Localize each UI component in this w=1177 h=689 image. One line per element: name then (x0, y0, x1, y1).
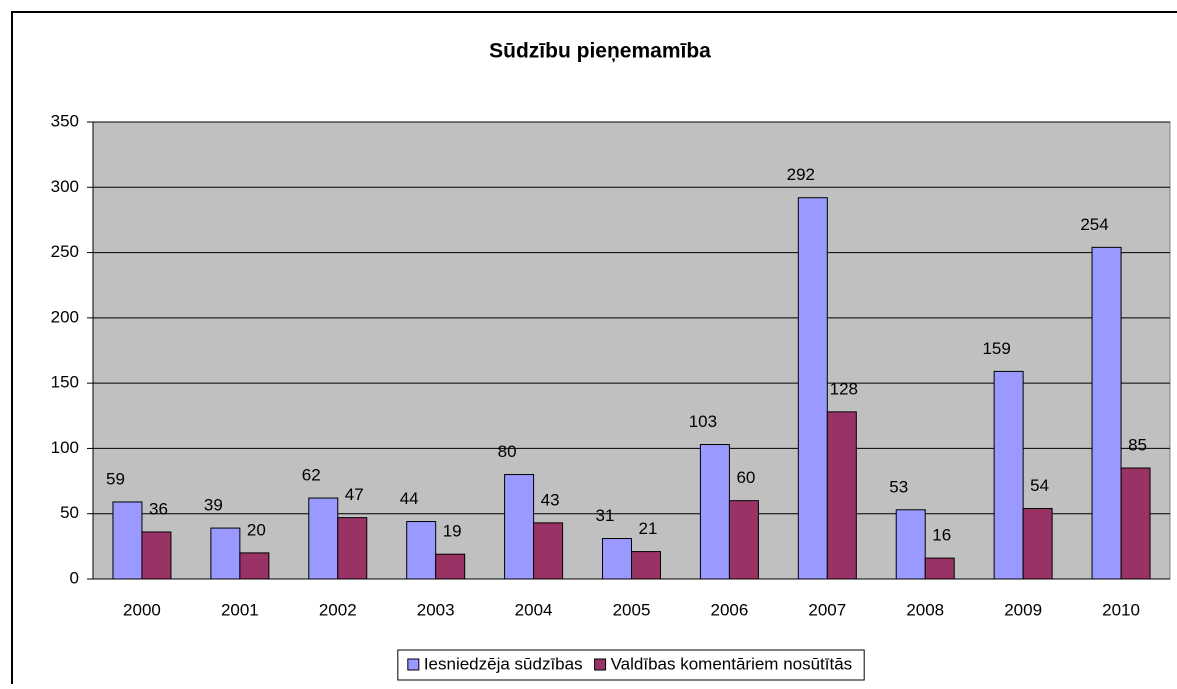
bar (435, 553, 466, 580)
data-label: 292 (787, 165, 815, 184)
data-label: 43 (541, 490, 560, 509)
bar (406, 521, 437, 580)
bar (826, 411, 857, 580)
data-label: 60 (736, 468, 755, 487)
legend-swatch (594, 658, 607, 671)
data-label: 16 (932, 526, 951, 545)
bar (1091, 246, 1122, 580)
bar (728, 500, 759, 580)
y-tick-label: 0 (70, 568, 79, 587)
x-tick-label: 2009 (1004, 600, 1042, 619)
data-label: 54 (1030, 476, 1049, 495)
x-tick-label: 2007 (808, 600, 846, 619)
bar (602, 538, 632, 580)
x-tick-label: 2000 (123, 600, 161, 619)
y-tick-label: 50 (60, 503, 79, 522)
bar (533, 522, 564, 580)
y-tick-label: 150 (51, 373, 79, 392)
bar (993, 370, 1024, 580)
data-label: 254 (1080, 215, 1108, 234)
bar (337, 517, 368, 580)
x-tick-label: 2008 (906, 600, 944, 619)
data-label: 53 (889, 477, 908, 496)
data-label: 20 (247, 520, 266, 539)
bar (308, 497, 339, 580)
data-label: 44 (400, 489, 419, 508)
bar (239, 552, 270, 580)
data-label: 128 (830, 379, 858, 398)
y-tick-label: 100 (51, 438, 79, 457)
bar (504, 474, 535, 580)
y-tick-label: 250 (51, 242, 79, 261)
data-label: 47 (345, 485, 364, 504)
x-tick-label: 2006 (710, 600, 748, 619)
data-label: 62 (302, 466, 321, 485)
data-label: 85 (1128, 435, 1147, 454)
data-label: 36 (149, 499, 168, 518)
chart-title: Sūdzību pieņemamība (489, 40, 711, 63)
data-label: 39 (204, 496, 223, 515)
data-label: 159 (982, 339, 1010, 358)
x-tick-label: 2002 (319, 600, 357, 619)
data-label: 103 (689, 412, 717, 431)
bar (210, 527, 241, 580)
data-label: 19 (443, 522, 462, 541)
data-label: 59 (106, 469, 125, 488)
bar (141, 531, 172, 580)
data-label: 31 (596, 506, 615, 525)
bar (1022, 507, 1053, 580)
bar (895, 509, 926, 580)
plot-area (92, 121, 1171, 580)
y-tick-label: 300 (51, 177, 79, 196)
bar (631, 551, 661, 580)
data-label: 21 (639, 519, 658, 538)
x-tick-label: 2001 (221, 600, 259, 619)
x-tick-label: 2010 (1102, 600, 1140, 619)
legend-label: Valdības komentāriem nosūtītās (611, 654, 853, 673)
bar (797, 197, 828, 580)
x-tick-label: 2003 (417, 600, 455, 619)
legend-swatch (407, 658, 420, 671)
bar (112, 501, 143, 580)
bar (699, 444, 730, 580)
x-tick-label: 2004 (515, 600, 553, 619)
y-tick-label: 200 (51, 307, 79, 326)
bar (924, 557, 955, 580)
legend-box (397, 649, 865, 681)
y-tick-label: 350 (51, 111, 79, 130)
data-label: 80 (498, 442, 517, 461)
legend-label: Iesniedzēja sūdzības (424, 654, 583, 673)
bar (1120, 467, 1151, 580)
x-tick-label: 2005 (613, 600, 651, 619)
